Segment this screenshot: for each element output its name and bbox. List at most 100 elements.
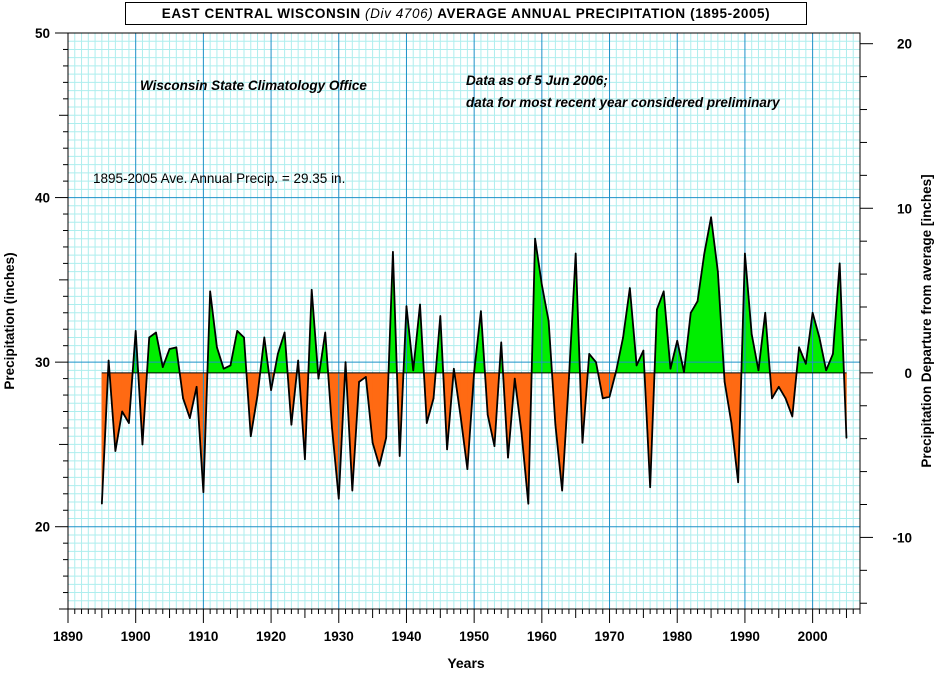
data-point	[757, 369, 760, 372]
data-point	[717, 270, 719, 273]
departure-fill-segment	[778, 372, 786, 400]
x-axis-label: Years	[447, 655, 485, 671]
data-point	[398, 455, 401, 457]
data-point	[703, 252, 706, 255]
data-point	[838, 262, 841, 265]
data-point	[825, 369, 827, 372]
data-point	[101, 502, 103, 505]
data-point	[744, 252, 746, 255]
data-point	[209, 290, 211, 293]
x-tick-label: 1960	[527, 629, 557, 644]
data-point	[622, 336, 624, 339]
y2-tick-label: -10	[892, 530, 912, 545]
y2-tick-label: 10	[897, 201, 912, 216]
data-point	[439, 315, 442, 317]
title-division: (Div 4706)	[365, 6, 434, 21]
data-point	[290, 423, 293, 426]
data-point	[412, 369, 415, 372]
x-tick-label: 1910	[188, 629, 218, 644]
minor-grid	[68, 33, 860, 609]
data-point	[541, 283, 543, 286]
data-point	[371, 441, 374, 444]
x-tick-label: 1950	[459, 629, 489, 644]
data-point	[243, 336, 245, 339]
x-tick-label: 1900	[121, 629, 151, 644]
data-point	[629, 287, 631, 289]
data-point	[128, 422, 130, 424]
data-point	[635, 364, 638, 367]
data-point	[453, 367, 455, 370]
data-point	[324, 331, 327, 334]
data-point	[189, 417, 191, 419]
title-subject: AVERAGE ANNUAL PRECIPITATION (1895-2005)	[437, 6, 771, 21]
data-point	[818, 336, 821, 339]
data-point	[141, 443, 144, 446]
y2-axis-label: Precipitation Departure from average [in…	[919, 174, 934, 467]
data-point	[696, 300, 699, 303]
data-point	[777, 386, 780, 388]
data-point	[676, 339, 679, 342]
data-point	[331, 427, 333, 429]
departure-fill-segment	[487, 372, 495, 447]
data-point	[649, 486, 651, 489]
data-point	[168, 348, 171, 350]
x-tick-label: 1980	[662, 629, 692, 644]
chart-title: EAST CENTRAL WISCONSIN (Div 4706) AVERAG…	[125, 2, 807, 25]
data-point	[547, 320, 550, 322]
data-point	[689, 311, 692, 314]
departure-fill-segment	[426, 372, 434, 424]
data-point	[317, 377, 320, 380]
data-point	[385, 437, 387, 439]
data-point	[344, 361, 347, 363]
data-note-line1: Data as of 5 Jun 2006;	[466, 73, 608, 88]
data-point	[683, 371, 685, 373]
departure-fill-segment	[169, 346, 177, 374]
data-point	[283, 331, 286, 334]
data-point	[791, 415, 794, 418]
x-tick-label: 1970	[595, 629, 625, 644]
source-annotation: Wisconsin State Climatology Office	[140, 78, 367, 93]
data-point	[723, 381, 726, 383]
data-point	[310, 288, 313, 291]
x-tick-label: 1930	[324, 629, 354, 644]
data-point	[662, 290, 665, 293]
y-tick-label: 40	[35, 191, 50, 206]
data-point	[419, 303, 421, 306]
y-axis-right: -10 0 10 20	[860, 37, 912, 604]
data-point	[148, 336, 151, 339]
data-point	[568, 377, 570, 380]
data-point	[216, 346, 218, 349]
y-tick-label: 30	[35, 355, 50, 370]
data-point	[737, 481, 739, 484]
departure-fill-segment	[704, 217, 712, 374]
departure-fill-segment	[602, 372, 610, 399]
data-point	[229, 364, 232, 367]
data-point	[107, 359, 110, 362]
data-point	[601, 397, 604, 400]
data-point	[784, 397, 787, 400]
data-point	[351, 489, 354, 492]
data-point	[480, 310, 482, 312]
data-point	[256, 394, 259, 396]
data-point	[195, 386, 198, 388]
data-point	[175, 346, 178, 349]
data-point	[236, 330, 239, 332]
x-tick-label: 1890	[53, 629, 83, 644]
data-point	[486, 414, 489, 416]
average-annotation: 1895-2005 Ave. Annual Precip. = 29.35 in…	[93, 171, 345, 186]
data-point	[798, 346, 800, 349]
data-point	[764, 311, 767, 314]
data-point	[615, 369, 618, 372]
data-point	[155, 331, 157, 334]
x-tick-label: 1940	[391, 629, 421, 644]
data-point	[656, 308, 658, 311]
data-point	[811, 311, 814, 314]
major-grid	[68, 33, 860, 609]
x-tick-label: 1920	[256, 629, 286, 644]
data-point	[134, 330, 137, 332]
data-point	[500, 341, 503, 344]
data-point	[297, 359, 299, 362]
data-point	[513, 377, 516, 380]
data-point	[608, 395, 611, 398]
